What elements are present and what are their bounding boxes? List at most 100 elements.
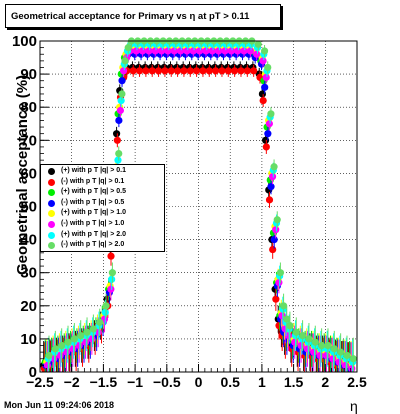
data-point bbox=[196, 47, 204, 55]
data-point bbox=[310, 348, 318, 356]
data-point bbox=[283, 315, 291, 323]
data-point bbox=[121, 57, 129, 65]
y-tick-label: 100 bbox=[12, 33, 37, 50]
y-tick-label: 80 bbox=[20, 99, 37, 116]
data-point bbox=[115, 116, 123, 125]
data-point bbox=[329, 355, 337, 363]
data-point bbox=[115, 149, 123, 158]
data-point bbox=[202, 47, 210, 55]
y-tick-label: 0 bbox=[29, 364, 37, 381]
data-point bbox=[135, 67, 144, 75]
data-point bbox=[221, 47, 229, 55]
data-point bbox=[259, 96, 267, 105]
x-tick-label: 1.5 bbox=[284, 374, 304, 390]
legend-label: (-) with p T |q| > 0.5 bbox=[61, 198, 125, 206]
x-tick-label: −1.5 bbox=[90, 374, 118, 390]
legend-entry: (-) with p T |q| > 0.5 bbox=[41, 198, 164, 209]
data-point bbox=[45, 351, 53, 360]
data-point bbox=[324, 341, 332, 350]
data-point bbox=[118, 90, 126, 98]
data-point bbox=[58, 341, 66, 350]
data-point bbox=[265, 120, 273, 128]
data-point bbox=[64, 338, 72, 346]
x-tick-label: 1 bbox=[258, 374, 266, 390]
data-point bbox=[101, 308, 109, 317]
data-point bbox=[237, 67, 245, 75]
y-tick-label: 90 bbox=[20, 66, 37, 83]
data-point bbox=[167, 67, 175, 75]
y-tick-label: 30 bbox=[20, 265, 37, 282]
data-point bbox=[272, 226, 280, 234]
data-point bbox=[218, 67, 226, 75]
data-point bbox=[77, 331, 85, 340]
data-point bbox=[291, 338, 299, 346]
data-point bbox=[189, 47, 197, 55]
y-tick-label: 50 bbox=[20, 199, 37, 216]
data-point bbox=[151, 47, 159, 55]
data-point bbox=[132, 47, 140, 55]
legend-label: (+) with p T |q| > 1.0 bbox=[61, 209, 126, 217]
data-point bbox=[316, 351, 324, 360]
legend-entry: (+) with p T |q| > 0.1 bbox=[41, 166, 164, 177]
legend-label: (-) with p T |q| > 1.0 bbox=[61, 220, 125, 227]
x-tick-label: 2.5 bbox=[347, 374, 367, 390]
x-tick-label: 0 bbox=[195, 374, 203, 390]
data-point bbox=[186, 67, 194, 75]
data-point bbox=[279, 302, 288, 310]
data-point bbox=[262, 143, 270, 151]
data-point bbox=[199, 67, 207, 75]
y-tick-label: 20 bbox=[20, 298, 37, 315]
data-point bbox=[114, 156, 122, 164]
data-point bbox=[170, 47, 178, 55]
y-tick-label: 60 bbox=[20, 165, 37, 182]
data-point bbox=[260, 47, 269, 55]
data-point bbox=[250, 67, 258, 75]
data-point bbox=[254, 40, 262, 48]
data-point bbox=[234, 47, 242, 55]
data-point bbox=[108, 269, 117, 277]
series-7 bbox=[45, 37, 357, 372]
legend-entry: (+) with p T |q| > 1.0 bbox=[41, 208, 164, 219]
data-point bbox=[297, 341, 305, 350]
legend-marker-icon bbox=[48, 199, 55, 207]
data-point bbox=[269, 245, 277, 254]
data-point bbox=[70, 335, 78, 343]
x-tick-label: −0.5 bbox=[153, 374, 181, 390]
data-point bbox=[161, 67, 169, 75]
data-point bbox=[124, 44, 132, 52]
legend-entry: (+) with p T |q| > 0.5 bbox=[41, 187, 164, 198]
y-tick-label: 70 bbox=[20, 132, 37, 149]
data-point bbox=[305, 335, 313, 343]
data-point bbox=[303, 345, 312, 353]
data-point bbox=[349, 355, 357, 363]
legend-marker-icon bbox=[48, 210, 55, 218]
data-point bbox=[348, 365, 356, 373]
data-point bbox=[264, 63, 272, 72]
data-point bbox=[270, 163, 278, 171]
data-point bbox=[272, 295, 280, 303]
data-point bbox=[330, 345, 338, 353]
datestamp: Mon Jun 11 09:24:06 2018 bbox=[4, 400, 115, 410]
data-point bbox=[276, 269, 285, 277]
data-point bbox=[261, 83, 269, 91]
x-tick-label: 2 bbox=[321, 374, 329, 390]
legend: (+) with p T |q| > 0.1 (-) with p T |q| >… bbox=[40, 164, 165, 252]
data-point bbox=[83, 328, 91, 336]
data-point bbox=[253, 50, 261, 58]
data-point bbox=[231, 67, 239, 75]
data-point bbox=[224, 67, 232, 75]
chart-title: Geometrical acceptance for Primary vs η … bbox=[5, 4, 281, 28]
x-tick-label: −2.5 bbox=[26, 374, 54, 390]
data-point bbox=[43, 361, 52, 369]
data-point bbox=[246, 47, 254, 55]
data-point bbox=[343, 351, 351, 360]
legend-entry: (-) with p T |q| > 2.0 bbox=[41, 240, 164, 251]
data-point bbox=[259, 57, 267, 65]
data-point bbox=[108, 275, 116, 283]
data-point bbox=[243, 67, 251, 75]
data-point bbox=[177, 47, 185, 55]
data-point bbox=[335, 358, 343, 366]
data-point bbox=[158, 47, 166, 55]
x-axis-title: η bbox=[350, 398, 358, 414]
legend-entry: (+) with p T |q| > 2.0 bbox=[41, 230, 164, 241]
